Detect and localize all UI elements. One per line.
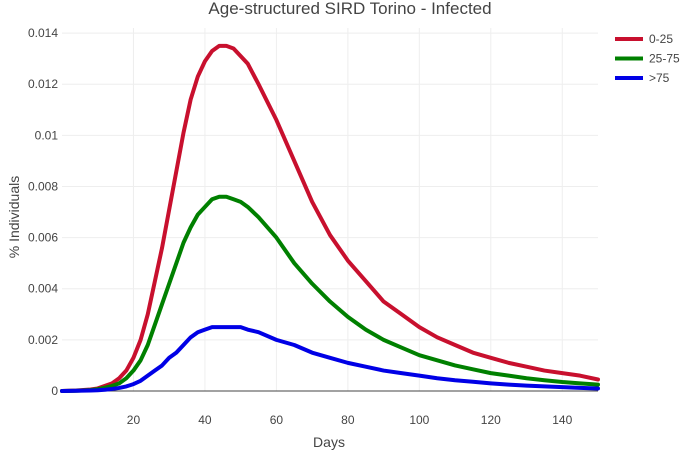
legend-label: >75	[649, 71, 670, 85]
x-tick-label: 80	[341, 413, 355, 427]
x-tick-label: 120	[481, 413, 501, 427]
series-lines	[60, 43, 600, 393]
legend-label: 25-75	[649, 52, 680, 66]
legend-item[interactable]: 0-25	[615, 32, 673, 46]
y-tick-label: 0.01	[35, 128, 59, 142]
x-axis-title: Days	[313, 434, 345, 450]
axes: 0 0.002 0.004 0.006 0.008 0.01 0.012 0.014 20 40 6…	[28, 26, 598, 427]
y-tick-label: 0.008	[28, 179, 58, 193]
y-axis-title: % Individuals	[6, 176, 22, 259]
x-tick-label: 60	[270, 413, 284, 427]
x-tick-label: 140	[552, 413, 572, 427]
series-line->75	[60, 325, 600, 393]
grid	[62, 28, 598, 391]
y-tick-label: 0.014	[28, 26, 58, 40]
x-tick-label: 40	[198, 413, 212, 427]
y-tick-label: 0.006	[28, 231, 58, 245]
x-tick-label: 100	[409, 413, 429, 427]
y-tick-label: 0	[51, 384, 58, 398]
y-tick-label: 0.012	[28, 77, 58, 91]
legend-item[interactable]: >75	[615, 71, 670, 85]
legend-item[interactable]: 25-75	[615, 52, 680, 66]
series-line-0-25	[60, 43, 600, 393]
y-tick-label: 0.004	[28, 282, 58, 296]
legend-label: 0-25	[649, 32, 673, 46]
series-line-25-75	[60, 194, 600, 393]
legend[interactable]: 0-25 25-75 >75	[615, 32, 680, 85]
y-tick-label: 0.002	[28, 333, 58, 347]
x-tick-label: 20	[127, 413, 141, 427]
chart-title: Age-structured SIRD Torino - Infected	[208, 0, 491, 18]
